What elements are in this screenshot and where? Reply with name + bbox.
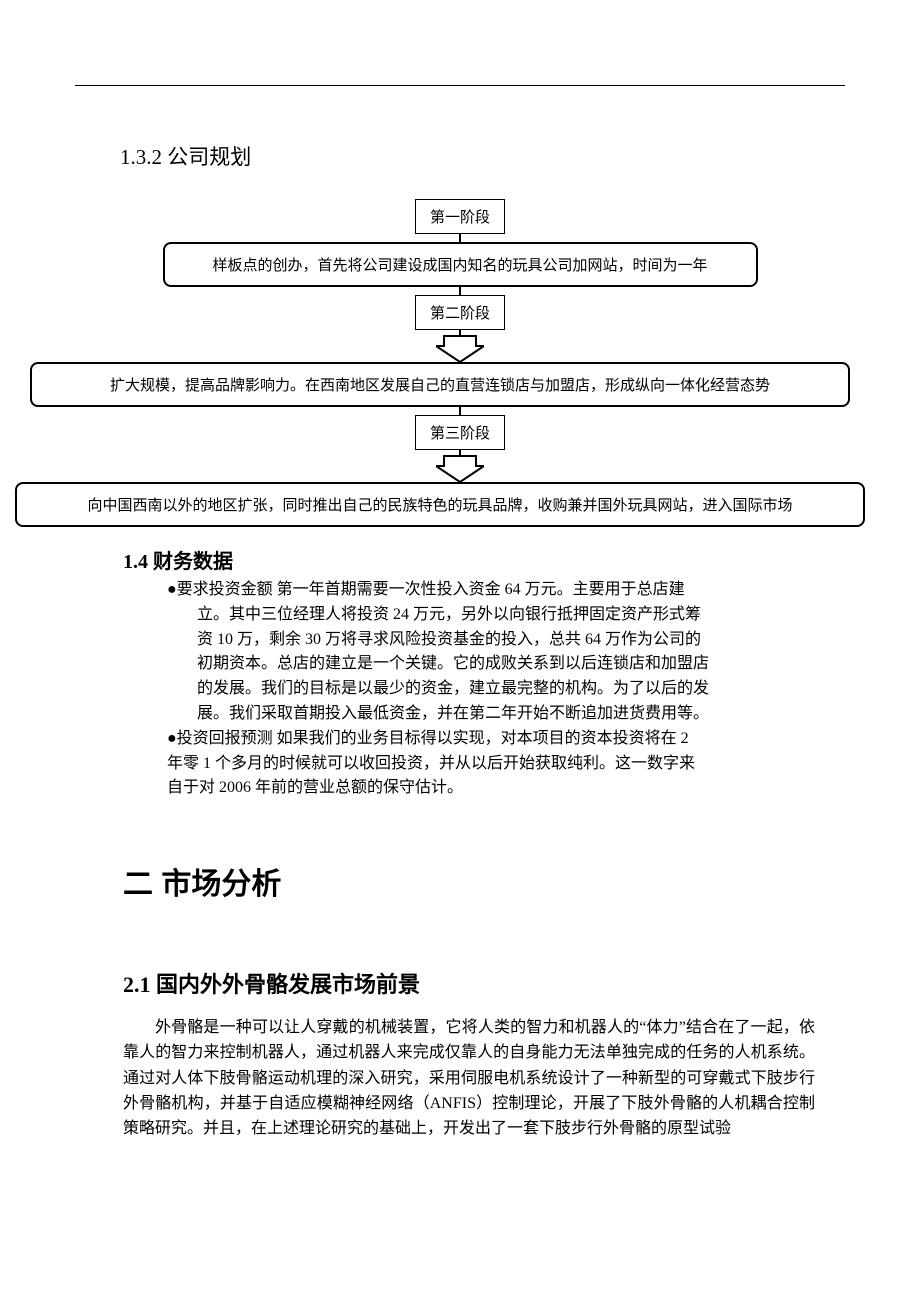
bullet-2-line: 自于对 2006 年前的营业总额的保守估计。 — [167, 776, 815, 801]
bullet-2-line: ●投资回报预测 如果我们的业务目标得以实现，对本项目的资本投资将在 2 — [167, 727, 815, 752]
bullet-1-cont: 的发展。我们的目标是以最少的资金，建立最完整的机构。为了以后的发 — [197, 677, 815, 702]
bullet-1-cont: 立。其中三位经理人将投资 24 万元，另外以向银行抵押固定资产形式筹 — [197, 603, 815, 628]
stage-1-label: 第一阶段 — [415, 199, 505, 234]
section-1-4-body: ●要求投资金额 第一年首期需要一次性投入资金 64 万元。主要用于总店建 立。其… — [167, 578, 815, 801]
top-horizontal-rule — [75, 85, 845, 86]
bullet-1-cont: 资 10 万，剩余 30 万将寻求风险投资基金的投入，总共 64 万作为公司的 — [197, 628, 815, 653]
flowchart: 第一阶段 样板点的创办，首先将公司建设成国内知名的玩具公司加网站，时间为一年 第… — [75, 199, 845, 527]
stage-1-box: 样板点的创办，首先将公司建设成国内知名的玩具公司加网站，时间为一年 — [163, 242, 758, 287]
heading-1-3-2: 1.3.2 公司规划 — [120, 141, 845, 171]
stage-2-label: 第二阶段 — [415, 295, 505, 330]
bullet-1-cont: 初期资本。总店的建立是一个关键。它的成败关系到以后连锁店和加盟店 — [197, 652, 815, 677]
stage-3-box: 向中国西南以外的地区扩张，同时推出自己的民族特色的玩具品牌，收购兼并国外玩具网站… — [15, 482, 865, 527]
flow-connector — [459, 287, 461, 295]
bullet-2-line: 年零 1 个多月的时候就可以收回投资，并从以后开始获取纯利。这一数字来 — [167, 752, 815, 777]
flow-connector — [459, 407, 461, 415]
down-arrow-icon — [436, 330, 484, 362]
heading-2-1: 2.1 国内外外骨骼发展市场前景 — [123, 967, 845, 999]
heading-1-4: 1.4 财务数据 — [123, 545, 845, 574]
stage-2-box: 扩大规模，提高品牌影响力。在西南地区发展自己的直营连锁店与加盟店，形成纵向一体化… — [30, 362, 850, 407]
heading-2: 二 市场分析 — [123, 859, 845, 903]
flow-connector — [459, 234, 461, 242]
paragraph-2-1: 外骨骼是一种可以让人穿戴的机械装置，它将人类的智力和机器人的“体力”结合在了一起… — [123, 1015, 815, 1141]
stage-3-label: 第三阶段 — [415, 415, 505, 450]
down-arrow-icon — [436, 450, 484, 482]
bullet-1-line: ●要求投资金额 第一年首期需要一次性投入资金 64 万元。主要用于总店建 — [167, 578, 815, 603]
bullet-1-cont: 展。我们采取首期投入最低资金，并在第二年开始不断追加进货费用等。 — [197, 702, 815, 727]
